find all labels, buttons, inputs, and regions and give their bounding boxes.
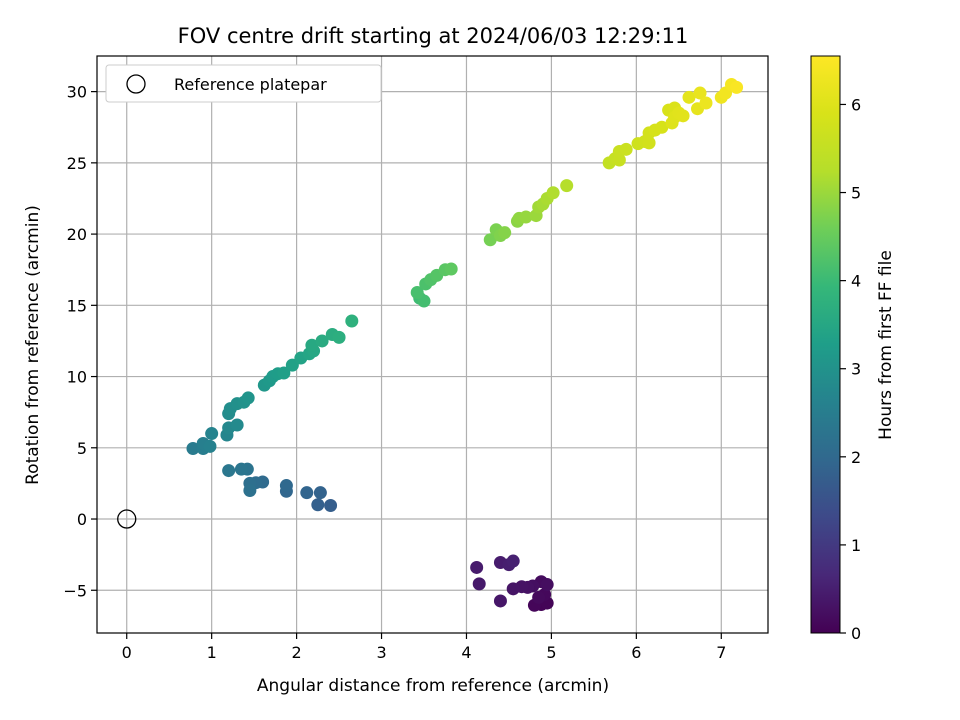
- scatter-point: [234, 462, 248, 476]
- reference-platepar-point: [117, 509, 137, 529]
- colorbar-tick-label: 2: [851, 448, 861, 467]
- scatter-point: [546, 186, 560, 200]
- scatter-point: [493, 594, 507, 608]
- y-tick-label: 30: [67, 83, 87, 102]
- y-axis-ticks: −5 0 5 10 15 20 25 30: [63, 83, 97, 600]
- legend-label: Reference platepar: [174, 75, 327, 94]
- chart-title: FOV centre drift starting at 2024/06/03 …: [178, 24, 689, 48]
- legend-marker: [126, 74, 146, 94]
- x-axis-ticks: 0 1 2 3 4 5 6 7: [122, 633, 726, 662]
- scatter-point: [532, 590, 546, 604]
- scatter-point: [676, 109, 690, 123]
- scatter-point: [519, 210, 533, 224]
- scatter-point: [324, 498, 338, 512]
- scatter-point: [279, 479, 293, 493]
- scatter-point: [186, 442, 200, 456]
- colorbar-tick-label: 1: [851, 536, 861, 555]
- scatter-point: [730, 80, 744, 94]
- scatter-point: [300, 486, 314, 500]
- scatter-point: [472, 577, 486, 591]
- scatter-point: [277, 366, 291, 380]
- scatter-point: [230, 418, 244, 432]
- plot-area: 0 1 2 3 4 5 6 7 −5 0 5 10 15 20 25 30: [63, 55, 769, 662]
- plot-frame: [96, 55, 769, 634]
- x-tick-label: 2: [292, 643, 302, 662]
- y-tick-label: 25: [67, 154, 87, 173]
- scatter-point: [222, 464, 236, 478]
- scatter-point: [682, 90, 696, 104]
- scatter-point: [560, 179, 574, 193]
- x-tick-label: 7: [716, 643, 726, 662]
- scatter-point: [305, 338, 319, 352]
- scatter-point: [345, 314, 359, 328]
- x-tick-label: 0: [122, 643, 132, 662]
- scatter-point: [642, 136, 656, 150]
- y-tick-label: 0: [77, 510, 87, 529]
- scatter-point: [506, 582, 520, 596]
- scatter-point: [619, 142, 633, 156]
- scatter-point: [540, 578, 554, 592]
- scatter-point: [315, 334, 329, 348]
- colorbar-tick-label: 0: [851, 624, 861, 643]
- x-tick-label: 6: [631, 643, 641, 662]
- y-tick-label: −5: [63, 581, 87, 600]
- x-tick-label: 3: [376, 643, 386, 662]
- scatter-point: [498, 226, 512, 240]
- colorbar-frame: [810, 55, 841, 634]
- data-points: [186, 77, 744, 612]
- colorbar-tick-label: 6: [851, 95, 861, 114]
- x-tick-label: 4: [461, 643, 471, 662]
- x-axis-label: Angular distance from reference (arcmin): [257, 676, 609, 696]
- scatter-point: [470, 560, 484, 574]
- scatter-point: [693, 86, 707, 100]
- scatter-point: [444, 262, 458, 276]
- scatter-point: [483, 233, 497, 247]
- colorbar-ticks: 0 1 2 3 4 5 6: [840, 95, 861, 643]
- scatter-point: [313, 486, 327, 500]
- scatter-point: [655, 120, 669, 134]
- y-tick-label: 20: [67, 225, 87, 244]
- colorbar-tick-label: 4: [851, 272, 861, 291]
- scatter-point: [311, 498, 325, 512]
- colorbar-gradient: [811, 56, 840, 633]
- colorbar-label: Hours from first FF file: [876, 250, 896, 440]
- x-tick-label: 1: [207, 643, 217, 662]
- y-tick-label: 10: [67, 368, 87, 387]
- scatter-point: [241, 391, 255, 405]
- legend: Reference platepar: [105, 64, 382, 103]
- colorbar: 0 1 2 3 4 5 6 Hours from first FF file: [810, 55, 896, 643]
- scatter-point: [332, 330, 346, 344]
- scatter-point: [285, 358, 299, 372]
- scatter-point: [699, 96, 713, 110]
- scatter-point: [410, 285, 424, 299]
- x-tick-label: 5: [546, 643, 556, 662]
- plot-background: [97, 56, 768, 633]
- colorbar-tick-label: 3: [851, 360, 861, 379]
- scatter-point: [205, 427, 219, 441]
- y-tick-label: 5: [77, 439, 87, 458]
- y-tick-label: 15: [67, 296, 87, 315]
- scatter-point: [243, 484, 257, 498]
- scatter-point: [506, 554, 520, 568]
- legend-box: [105, 64, 382, 103]
- colorbar-tick-label: 5: [851, 184, 861, 203]
- scatter-point: [203, 439, 217, 453]
- y-axis-label: Rotation from reference (arcmin): [23, 205, 43, 485]
